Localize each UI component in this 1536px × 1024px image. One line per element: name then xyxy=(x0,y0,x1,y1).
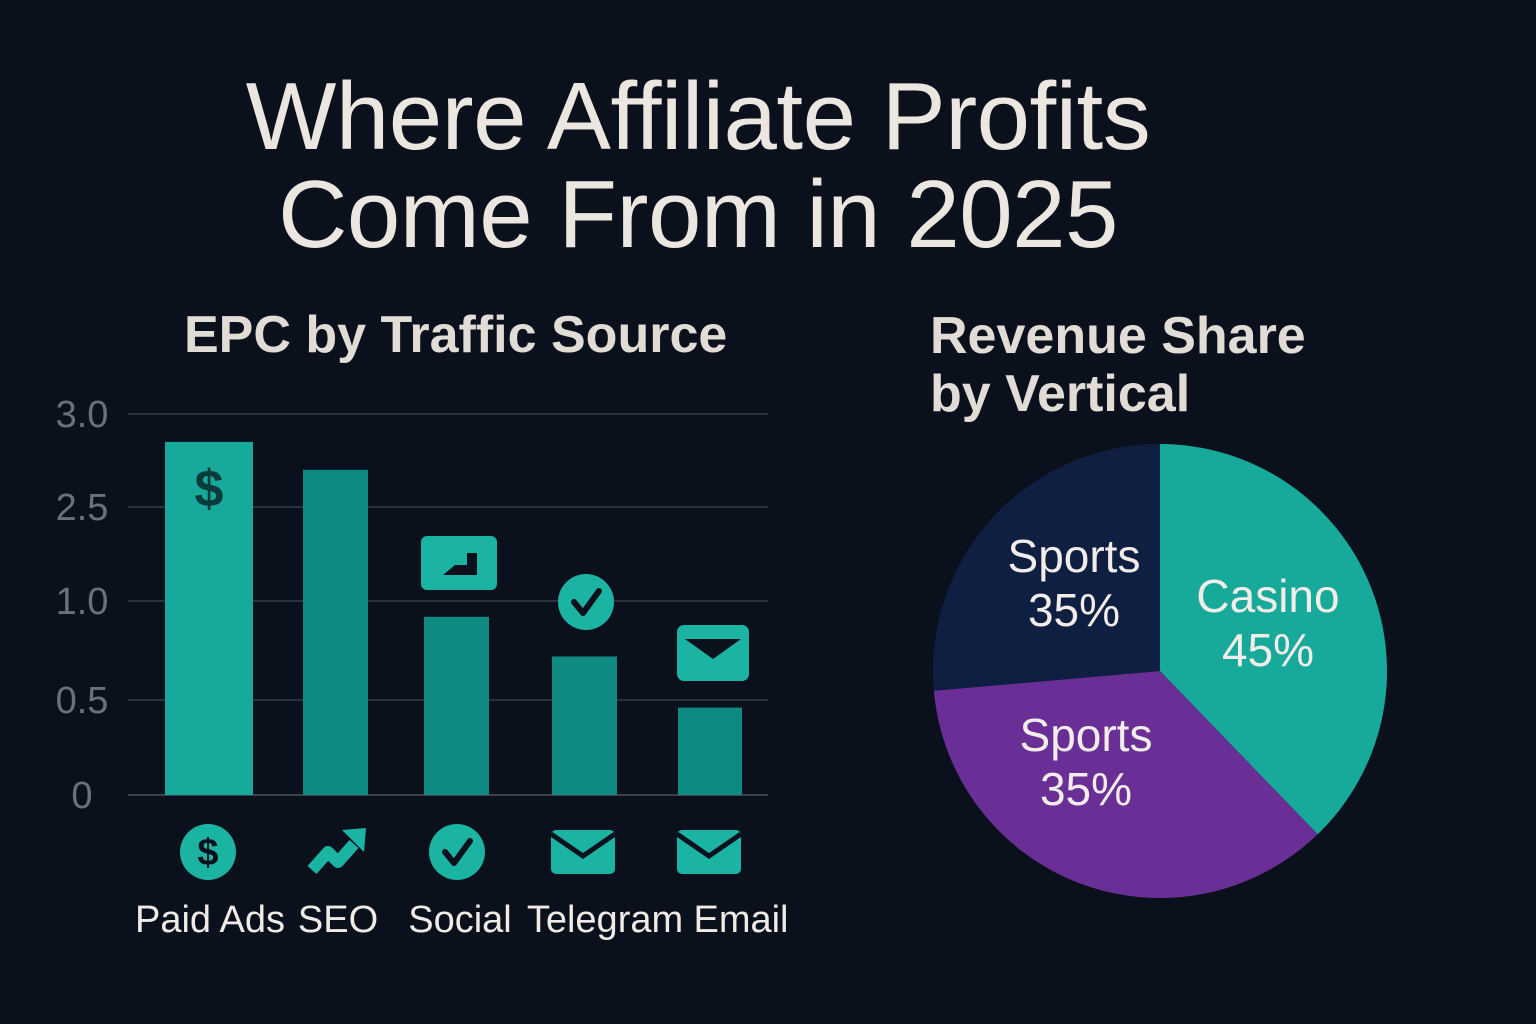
dollar-icon-glyph: $ xyxy=(195,460,224,518)
bar xyxy=(552,656,617,795)
category-label: Social xyxy=(408,899,512,941)
pie-slice-casino xyxy=(1160,443,1388,835)
category-label: Email xyxy=(693,899,788,941)
category-label: SEO xyxy=(298,899,378,941)
pie-slice-sports xyxy=(933,671,1318,899)
y-tick-label: 3.0 xyxy=(56,394,109,436)
y-tick-label: 0.5 xyxy=(56,680,109,722)
checkmark-icon-disc xyxy=(558,574,614,630)
bar-top-checkmark-icon xyxy=(558,574,614,630)
category-icon xyxy=(307,828,366,874)
bar xyxy=(678,707,742,795)
bar-top-chat-card-icon xyxy=(421,536,497,590)
dollar-icon-glyph: $ xyxy=(197,832,218,874)
pie-chart-title-line-1: Revenue Share xyxy=(930,307,1306,365)
trend-up-line xyxy=(307,840,359,874)
slice-value-label: 35% xyxy=(1028,584,1120,636)
slice-label: Casino xyxy=(1196,570,1339,622)
slice-value-label: 35% xyxy=(1040,763,1132,815)
page-title: Where Affiliate Profits Come From in 202… xyxy=(0,68,1396,264)
pie-chart-title: Revenue Share by Vertical xyxy=(930,307,1306,423)
slice-value-label: 45% xyxy=(1222,624,1314,676)
chat-card-icon-body xyxy=(421,536,497,590)
trend-up-arrowhead xyxy=(342,828,366,852)
checkmark-icon-disc xyxy=(429,824,485,880)
envelope-icon-flap xyxy=(675,831,743,860)
chat-card-icon-mark xyxy=(443,553,477,575)
category-icon xyxy=(675,830,743,874)
bar-top-envelope-icon xyxy=(677,625,749,681)
envelope-icon-flap xyxy=(549,831,617,860)
bar xyxy=(424,616,489,795)
page-title-line-1: Where Affiliate Profits xyxy=(245,63,1151,170)
bar-top-dollar-icon: $ xyxy=(195,460,224,518)
slice-label: Sports xyxy=(1008,530,1141,582)
y-tick-label: 1.0 xyxy=(56,581,109,623)
checkmark-icon-tick xyxy=(571,588,602,616)
bar xyxy=(303,469,368,795)
checkmark-icon-tick xyxy=(442,838,473,866)
envelope-icon-body xyxy=(677,830,741,874)
category-label: Telegram xyxy=(527,899,683,941)
y-tick-label: 2.5 xyxy=(56,487,109,529)
category-icon xyxy=(549,830,617,874)
envelope-icon-flap xyxy=(685,639,741,659)
envelope-icon-body xyxy=(551,830,615,874)
y-tick-label: 0 xyxy=(71,775,92,817)
category-icon: $ xyxy=(180,824,236,880)
category-label: Paid Ads xyxy=(135,899,285,941)
bar xyxy=(165,441,253,795)
bar-chart-title: EPC by Traffic Source xyxy=(184,306,728,364)
page-title-line-2: Come From in 2025 xyxy=(278,161,1118,268)
pie-slice-sports xyxy=(933,444,1160,691)
dollar-icon-disc xyxy=(180,824,236,880)
slice-label: Sports xyxy=(1020,709,1153,761)
category-icon xyxy=(429,824,485,880)
bar-chart: 0 0.5 1.0 2.5 3.0 $ Paid Ads SEO Social Telegram E… xyxy=(56,394,789,941)
pie-chart-title-line-2: by Vertical xyxy=(930,365,1191,423)
